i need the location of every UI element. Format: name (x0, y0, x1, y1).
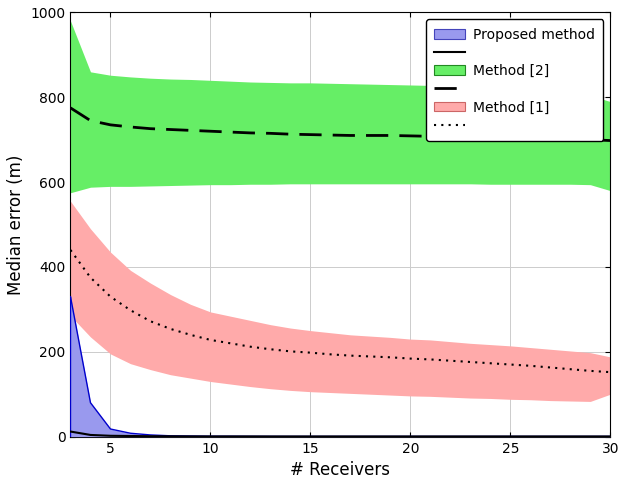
Y-axis label: Median error (m): Median error (m) (7, 155, 25, 295)
X-axis label: # Receivers: # Receivers (290, 461, 391, 479)
Legend: Proposed method, , Method [2], , Method [1], : Proposed method, , Method [2], , Method … (426, 19, 603, 141)
